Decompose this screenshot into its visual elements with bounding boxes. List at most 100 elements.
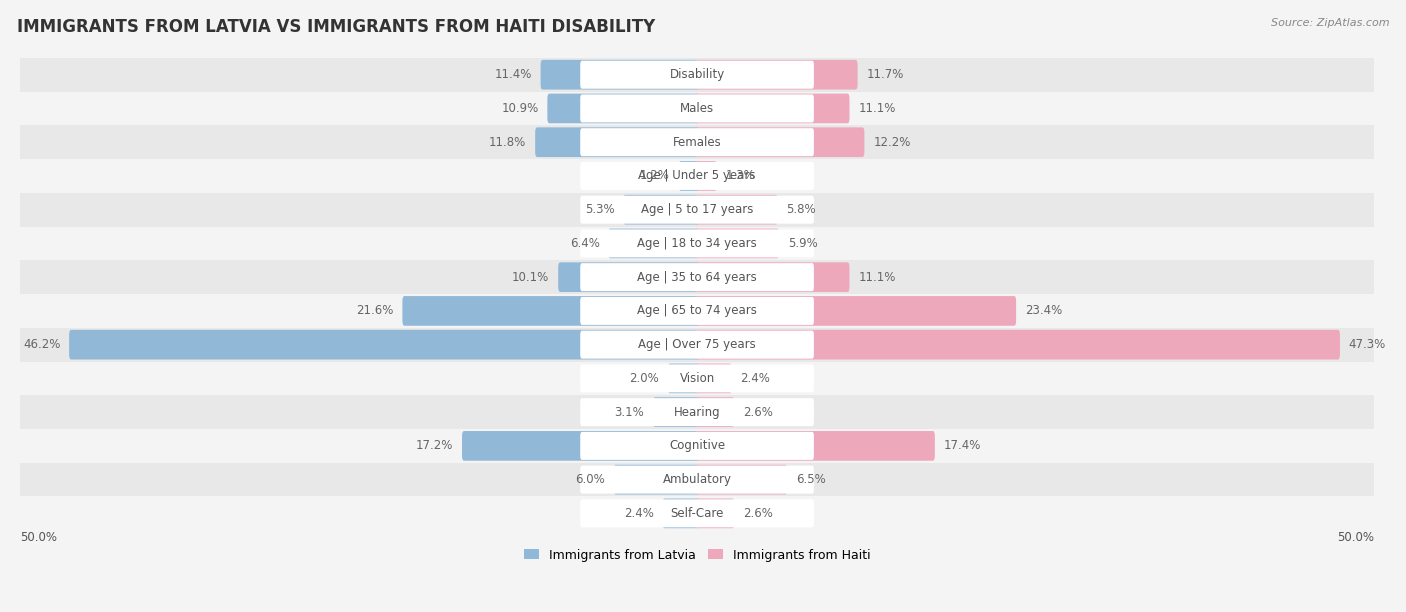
FancyBboxPatch shape bbox=[695, 364, 731, 394]
FancyBboxPatch shape bbox=[581, 297, 814, 325]
Bar bbox=[20, 193, 1375, 226]
FancyBboxPatch shape bbox=[581, 364, 814, 392]
FancyBboxPatch shape bbox=[695, 397, 734, 427]
Text: 10.1%: 10.1% bbox=[512, 271, 550, 284]
Bar bbox=[20, 328, 1375, 362]
Bar bbox=[20, 58, 1375, 92]
Bar bbox=[20, 429, 1375, 463]
Text: 2.0%: 2.0% bbox=[630, 372, 659, 385]
Bar bbox=[20, 395, 1375, 429]
Text: Age | Under 5 years: Age | Under 5 years bbox=[638, 170, 756, 182]
Text: 5.8%: 5.8% bbox=[786, 203, 815, 216]
FancyBboxPatch shape bbox=[695, 330, 1340, 359]
Text: 3.1%: 3.1% bbox=[614, 406, 644, 419]
FancyBboxPatch shape bbox=[662, 499, 699, 528]
Text: 2.6%: 2.6% bbox=[744, 406, 773, 419]
Text: 17.4%: 17.4% bbox=[943, 439, 981, 452]
FancyBboxPatch shape bbox=[558, 263, 699, 292]
Text: 2.6%: 2.6% bbox=[744, 507, 773, 520]
Bar bbox=[20, 463, 1375, 496]
FancyBboxPatch shape bbox=[623, 195, 699, 225]
FancyBboxPatch shape bbox=[695, 94, 849, 123]
FancyBboxPatch shape bbox=[69, 330, 699, 359]
FancyBboxPatch shape bbox=[695, 127, 865, 157]
Text: 50.0%: 50.0% bbox=[20, 531, 56, 544]
Text: 5.9%: 5.9% bbox=[787, 237, 817, 250]
Text: 11.4%: 11.4% bbox=[495, 68, 531, 81]
Text: 46.2%: 46.2% bbox=[22, 338, 60, 351]
FancyBboxPatch shape bbox=[581, 466, 814, 494]
FancyBboxPatch shape bbox=[540, 60, 699, 89]
Bar bbox=[20, 125, 1375, 159]
Text: Disability: Disability bbox=[669, 68, 724, 81]
FancyBboxPatch shape bbox=[614, 465, 699, 494]
Bar bbox=[20, 362, 1375, 395]
FancyBboxPatch shape bbox=[581, 230, 814, 258]
FancyBboxPatch shape bbox=[581, 128, 814, 156]
Text: Males: Males bbox=[681, 102, 714, 115]
Text: 11.1%: 11.1% bbox=[858, 102, 896, 115]
FancyBboxPatch shape bbox=[695, 161, 717, 191]
FancyBboxPatch shape bbox=[695, 431, 935, 461]
Bar bbox=[20, 260, 1375, 294]
Text: 2.4%: 2.4% bbox=[624, 507, 654, 520]
Text: 6.0%: 6.0% bbox=[575, 473, 605, 486]
FancyBboxPatch shape bbox=[695, 465, 787, 494]
FancyBboxPatch shape bbox=[547, 94, 699, 123]
Text: 1.2%: 1.2% bbox=[640, 170, 671, 182]
FancyBboxPatch shape bbox=[581, 398, 814, 426]
Bar bbox=[20, 496, 1375, 530]
Text: 5.3%: 5.3% bbox=[585, 203, 614, 216]
FancyBboxPatch shape bbox=[695, 60, 858, 89]
Text: Age | 65 to 74 years: Age | 65 to 74 years bbox=[637, 304, 756, 318]
Bar bbox=[20, 294, 1375, 328]
FancyBboxPatch shape bbox=[695, 296, 1017, 326]
FancyBboxPatch shape bbox=[652, 397, 699, 427]
FancyBboxPatch shape bbox=[609, 228, 699, 258]
Text: Self-Care: Self-Care bbox=[671, 507, 724, 520]
FancyBboxPatch shape bbox=[463, 431, 699, 461]
Text: IMMIGRANTS FROM LATVIA VS IMMIGRANTS FROM HAITI DISABILITY: IMMIGRANTS FROM LATVIA VS IMMIGRANTS FRO… bbox=[17, 18, 655, 36]
FancyBboxPatch shape bbox=[581, 263, 814, 291]
FancyBboxPatch shape bbox=[668, 364, 699, 394]
FancyBboxPatch shape bbox=[402, 296, 699, 326]
FancyBboxPatch shape bbox=[581, 330, 814, 359]
FancyBboxPatch shape bbox=[695, 263, 849, 292]
Text: 21.6%: 21.6% bbox=[356, 304, 394, 318]
Text: 6.4%: 6.4% bbox=[569, 237, 599, 250]
Text: Hearing: Hearing bbox=[673, 406, 720, 419]
FancyBboxPatch shape bbox=[695, 228, 779, 258]
Text: 11.1%: 11.1% bbox=[858, 271, 896, 284]
Text: Vision: Vision bbox=[679, 372, 714, 385]
Text: 50.0%: 50.0% bbox=[1337, 531, 1375, 544]
Legend: Immigrants from Latvia, Immigrants from Haiti: Immigrants from Latvia, Immigrants from … bbox=[519, 543, 876, 567]
Text: 10.9%: 10.9% bbox=[502, 102, 538, 115]
Text: Age | 18 to 34 years: Age | 18 to 34 years bbox=[637, 237, 756, 250]
Text: Age | Over 75 years: Age | Over 75 years bbox=[638, 338, 756, 351]
Text: 2.4%: 2.4% bbox=[741, 372, 770, 385]
FancyBboxPatch shape bbox=[536, 127, 699, 157]
Bar bbox=[20, 159, 1375, 193]
FancyBboxPatch shape bbox=[581, 61, 814, 89]
Bar bbox=[20, 226, 1375, 260]
Text: Ambulatory: Ambulatory bbox=[662, 473, 731, 486]
Text: 23.4%: 23.4% bbox=[1025, 304, 1062, 318]
FancyBboxPatch shape bbox=[581, 499, 814, 528]
Text: 6.5%: 6.5% bbox=[796, 473, 825, 486]
Text: 11.8%: 11.8% bbox=[489, 136, 526, 149]
Text: Females: Females bbox=[672, 136, 721, 149]
FancyBboxPatch shape bbox=[581, 162, 814, 190]
FancyBboxPatch shape bbox=[695, 499, 734, 528]
Text: Source: ZipAtlas.com: Source: ZipAtlas.com bbox=[1271, 18, 1389, 28]
Text: 1.3%: 1.3% bbox=[725, 170, 755, 182]
Text: 12.2%: 12.2% bbox=[873, 136, 911, 149]
FancyBboxPatch shape bbox=[679, 161, 699, 191]
Text: 11.7%: 11.7% bbox=[866, 68, 904, 81]
FancyBboxPatch shape bbox=[695, 195, 778, 225]
Text: Age | 35 to 64 years: Age | 35 to 64 years bbox=[637, 271, 756, 284]
FancyBboxPatch shape bbox=[581, 432, 814, 460]
Text: Age | 5 to 17 years: Age | 5 to 17 years bbox=[641, 203, 754, 216]
Text: 47.3%: 47.3% bbox=[1348, 338, 1386, 351]
FancyBboxPatch shape bbox=[581, 196, 814, 223]
FancyBboxPatch shape bbox=[581, 94, 814, 122]
